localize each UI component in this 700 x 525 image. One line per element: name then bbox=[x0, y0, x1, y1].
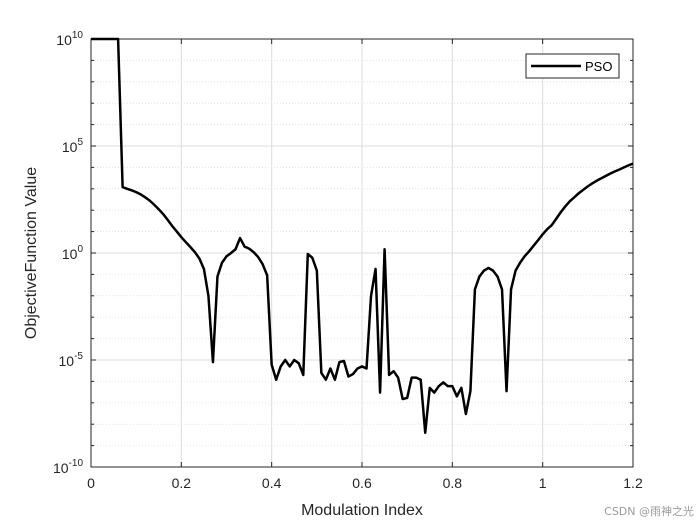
y-tick-label: 10-5 bbox=[59, 351, 84, 369]
y-tick-label: 10-10 bbox=[53, 458, 83, 476]
y-tick-label-base: 10 bbox=[62, 246, 78, 262]
x-tick-label: 1 bbox=[539, 475, 547, 491]
y-tick-label-base: 10 bbox=[56, 32, 72, 48]
y-tick-label: 1010 bbox=[56, 30, 83, 48]
x-tick-label: 0.8 bbox=[443, 475, 463, 491]
x-tick-label: 0.6 bbox=[352, 475, 372, 491]
legend: PSO bbox=[525, 53, 620, 79]
y-tick-label-exponent: 0 bbox=[77, 244, 83, 255]
y-tick-label: 100 bbox=[62, 244, 84, 262]
y-tick-label: 105 bbox=[62, 137, 84, 155]
x-axis-label: Modulation Index bbox=[301, 502, 423, 519]
series bbox=[91, 37, 634, 434]
y-tick-label-exponent: 5 bbox=[77, 137, 83, 148]
y-tick-label-base: 10 bbox=[53, 460, 69, 476]
series-line-pso bbox=[91, 37, 634, 434]
watermark: CSDN @雨神之光 bbox=[604, 505, 694, 518]
x-tick-label: 1.2 bbox=[623, 475, 643, 491]
x-tick-label: 0.2 bbox=[172, 475, 192, 491]
y-tick-label-exponent: -10 bbox=[69, 458, 84, 469]
y-tick-label-exponent: -5 bbox=[74, 351, 83, 362]
y-tick-label-exponent: 10 bbox=[72, 30, 84, 41]
x-tick-label: 0.4 bbox=[262, 475, 282, 491]
x-tick-labels: 0 0.2 0.4 0.6 0.8 1 1.2 bbox=[87, 475, 643, 491]
ticks bbox=[90, 38, 634, 468]
y-tick-label-base: 10 bbox=[59, 353, 75, 369]
grid bbox=[91, 39, 633, 467]
y-tick-label-base: 10 bbox=[62, 139, 78, 155]
y-axis-label: ObjectiveFunction Value bbox=[23, 167, 40, 339]
legend-label-pso: PSO bbox=[585, 59, 612, 74]
x-tick-label: 0 bbox=[87, 475, 95, 491]
